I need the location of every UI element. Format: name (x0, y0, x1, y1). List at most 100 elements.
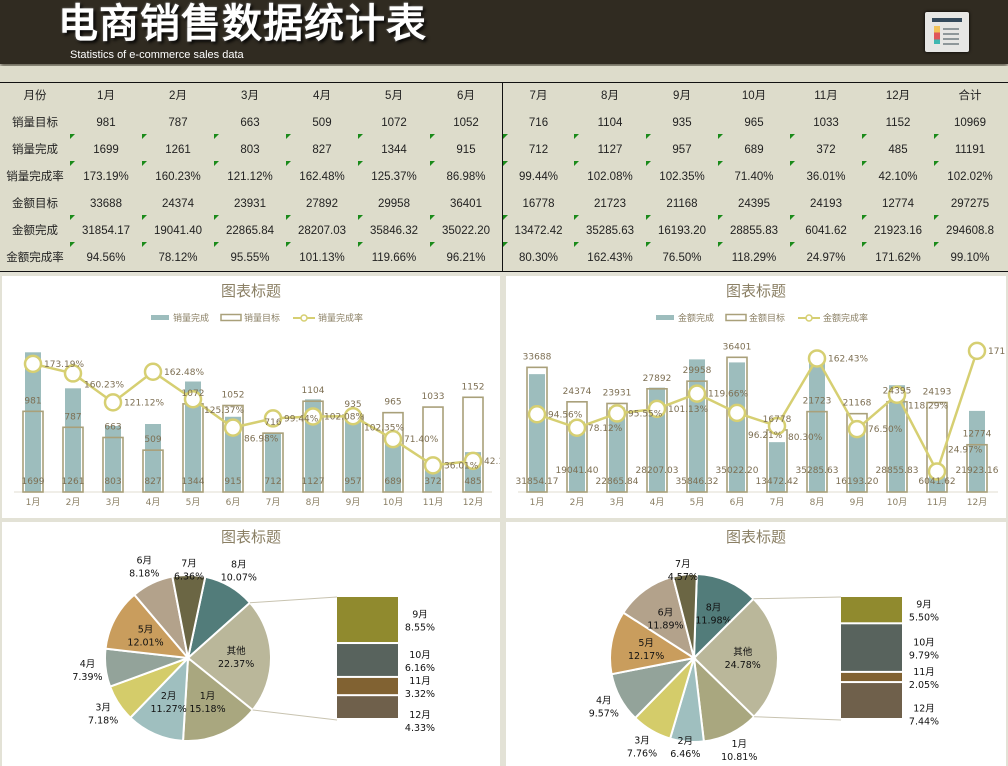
table-cell[interactable]: 24374 (142, 191, 214, 218)
table-cell[interactable]: 24.97% (790, 242, 862, 272)
table-cell[interactable]: 294608.8 (934, 215, 1006, 245)
table-cell[interactable]: 981 (70, 110, 142, 137)
column-header[interactable]: 12月 (862, 83, 934, 110)
table-cell[interactable]: 71.40% (718, 161, 790, 191)
table-cell[interactable]: 119.66% (358, 242, 430, 272)
table-cell[interactable]: 99.44% (502, 161, 574, 191)
table-cell[interactable]: 13472.42 (502, 215, 574, 245)
pie-slice (671, 573, 698, 659)
table-cell[interactable]: 957 (646, 134, 718, 164)
table-cell[interactable]: 716 (502, 110, 574, 137)
table-cell[interactable]: 24395 (718, 191, 790, 218)
table-cell[interactable]: 1699 (70, 134, 142, 164)
table-cell[interactable]: 99.10% (934, 242, 1006, 272)
table-cell[interactable]: 712 (502, 134, 574, 164)
table-cell[interactable]: 803 (214, 134, 286, 164)
table-cell[interactable]: 35285.63 (574, 215, 646, 245)
table-cell[interactable]: 29958 (358, 191, 430, 218)
table-cell[interactable]: 76.50% (646, 242, 718, 272)
table-cell[interactable]: 35846.32 (358, 215, 430, 245)
report-icon[interactable] (925, 12, 969, 52)
table-cell[interactable]: 24193 (790, 191, 862, 218)
column-header[interactable]: 6月 (430, 83, 502, 110)
data-label-rate: 121.12% (124, 398, 164, 408)
table-cell[interactable]: 297275 (934, 191, 1006, 218)
table-cell[interactable]: 827 (286, 134, 358, 164)
column-header[interactable]: 3月 (214, 83, 286, 110)
table-cell[interactable]: 372 (790, 134, 862, 164)
rate-marker (527, 405, 547, 424)
table-cell[interactable]: 121.12% (214, 161, 286, 191)
table-cell[interactable]: 915 (430, 134, 502, 164)
table-cell[interactable]: 27892 (286, 191, 358, 218)
table-cell[interactable]: 1344 (358, 134, 430, 164)
table-cell[interactable]: 171.62% (862, 242, 934, 272)
slice-label: 8月 11.98% (695, 602, 731, 626)
table-cell[interactable]: 21723 (574, 191, 646, 218)
table-cell[interactable]: 1072 (358, 110, 430, 137)
table-cell[interactable]: 485 (862, 134, 934, 164)
column-header[interactable]: 7月 (502, 83, 574, 110)
table-cell[interactable]: 78.12% (142, 242, 214, 272)
table-cell[interactable]: 21923.16 (862, 215, 934, 245)
table-cell[interactable]: 102.35% (646, 161, 718, 191)
table-cell[interactable]: 1104 (574, 110, 646, 137)
table-cell[interactable]: 11191 (934, 134, 1006, 164)
column-header[interactable]: 9月 (646, 83, 718, 110)
table-cell[interactable]: 1152 (862, 110, 934, 137)
table-cell[interactable]: 21168 (646, 191, 718, 218)
table-cell[interactable]: 33688 (70, 191, 142, 218)
table-cell[interactable]: 935 (646, 110, 718, 137)
table-cell[interactable]: 162.43% (574, 242, 646, 272)
cell-value: 3月 (241, 90, 259, 102)
table-cell[interactable]: 10969 (934, 110, 1006, 137)
table-cell[interactable]: 23931 (214, 191, 286, 218)
table-cell[interactable]: 1261 (142, 134, 214, 164)
table-cell[interactable]: 125.37% (358, 161, 430, 191)
table-cell[interactable]: 28207.03 (286, 215, 358, 245)
column-header[interactable]: 5月 (358, 83, 430, 110)
table-cell[interactable]: 36.01% (790, 161, 862, 191)
table-cell[interactable]: 101.13% (286, 242, 358, 272)
table-cell[interactable]: 102.08% (574, 161, 646, 191)
table-cell[interactable]: 94.56% (70, 242, 142, 272)
table-cell[interactable]: 35022.20 (430, 215, 502, 245)
table-cell[interactable]: 1127 (574, 134, 646, 164)
table-cell[interactable]: 42.10% (862, 161, 934, 191)
column-header[interactable]: 合计 (934, 83, 1006, 110)
table-cell[interactable]: 173.19% (70, 161, 142, 191)
x-tick-label: 7月 (266, 497, 281, 508)
table-cell[interactable]: 689 (718, 134, 790, 164)
table-cell[interactable]: 95.55% (214, 242, 286, 272)
bar-completed (185, 381, 201, 492)
column-header[interactable]: 1月 (70, 83, 142, 110)
table-cell[interactable]: 86.98% (430, 161, 502, 191)
table-cell[interactable]: 28855.83 (718, 215, 790, 245)
column-header[interactable]: 4月 (286, 83, 358, 110)
table-cell[interactable]: 31854.17 (70, 215, 142, 245)
table-cell[interactable]: 102.02% (934, 161, 1006, 191)
table-cell[interactable]: 965 (718, 110, 790, 137)
table-cell[interactable]: 22865.84 (214, 215, 286, 245)
table-cell[interactable]: 162.48% (286, 161, 358, 191)
column-header[interactable]: 11月 (790, 83, 862, 110)
table-cell[interactable]: 509 (286, 110, 358, 137)
column-header[interactable]: 10月 (718, 83, 790, 110)
table-cell[interactable]: 663 (214, 110, 286, 137)
table-cell[interactable]: 96.21% (430, 242, 502, 272)
column-header[interactable]: 2月 (142, 83, 214, 110)
table-cell[interactable]: 118.29% (718, 242, 790, 272)
header-banner: 电商销售数据统计表 Statistics of e-commerce sales… (0, 0, 1008, 64)
column-header[interactable]: 8月 (574, 83, 646, 110)
table-cell[interactable]: 6041.62 (790, 215, 862, 245)
table-cell[interactable]: 160.23% (142, 161, 214, 191)
table-cell[interactable]: 12774 (862, 191, 934, 218)
table-cell[interactable]: 1033 (790, 110, 862, 137)
table-cell[interactable]: 16778 (502, 191, 574, 218)
table-cell[interactable]: 787 (142, 110, 214, 137)
table-cell[interactable]: 1052 (430, 110, 502, 137)
table-cell[interactable]: 36401 (430, 191, 502, 218)
table-cell[interactable]: 80.30% (502, 242, 574, 272)
table-cell[interactable]: 19041.40 (142, 215, 214, 245)
table-cell[interactable]: 16193.20 (646, 215, 718, 245)
